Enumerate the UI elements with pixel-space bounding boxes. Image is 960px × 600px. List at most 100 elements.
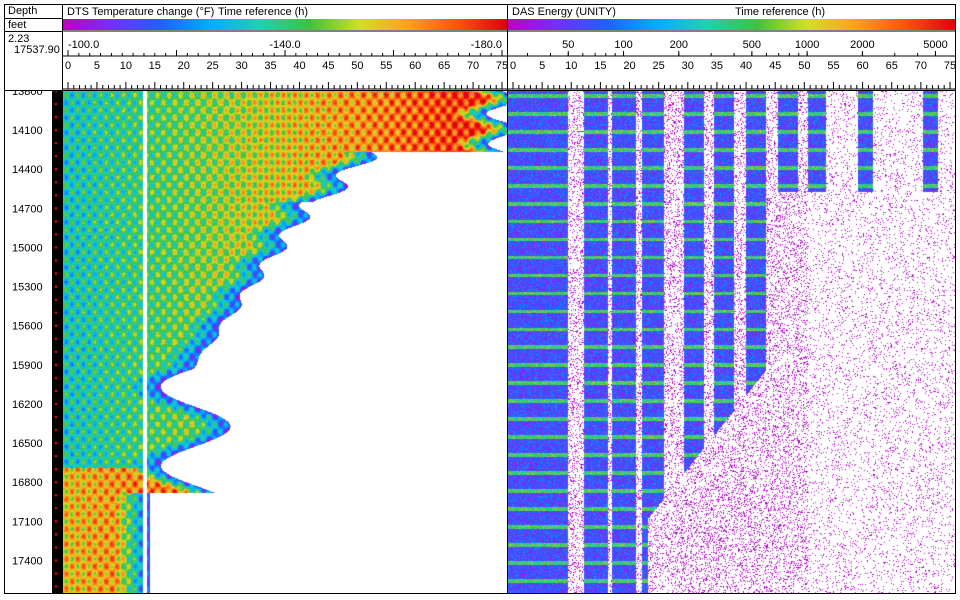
depth-bar — [52, 91, 62, 593]
depth-marker — [54, 376, 58, 380]
colorbar — [508, 19, 955, 30]
depth-tick-label: 15300 — [12, 282, 43, 294]
time-tick-label: 70 — [467, 60, 479, 72]
colorbar-tick-label: -140.0 — [269, 39, 300, 51]
dts-colorbar-label: Time reference (h) — [218, 6, 309, 18]
depth-marker — [54, 441, 58, 445]
colorbar — [63, 19, 507, 30]
depth-tick-label: 16200 — [12, 399, 43, 411]
depth-marker — [54, 272, 58, 275]
time-tick-label: 0 — [510, 60, 516, 72]
colorbar-tick-label: 50 — [562, 39, 574, 51]
time-tick-label: 5 — [94, 60, 100, 72]
time-tick-label: 45 — [769, 60, 781, 72]
depth-tick-label: 15600 — [12, 321, 43, 333]
depth-marker — [54, 559, 58, 562]
colorbar-tick-label: -100.0 — [68, 39, 99, 51]
dts-heatmap — [63, 91, 507, 593]
depth-marker — [54, 102, 58, 106]
depth-tick-label: 16500 — [12, 438, 43, 450]
time-tick-label: 65 — [886, 60, 898, 72]
colorbar-tick-label: 100 — [614, 39, 632, 51]
colorbar-tick-label: -180.0 — [471, 39, 502, 51]
track-divider — [507, 4, 508, 594]
time-tick-label: 40 — [293, 60, 305, 72]
depth-marker — [54, 311, 58, 314]
depth-marker — [54, 546, 58, 549]
log-frame — [4, 4, 956, 594]
time-tick-label: 30 — [235, 60, 247, 72]
depth-track-divider — [62, 4, 63, 594]
dts-scale-header: -100.0 -140.0 -180.0 0 5 10 15 20 25 30 35 40 45 50 55… — [63, 19, 507, 90]
time-tick-label: 50 — [351, 60, 363, 72]
depth-marker — [54, 285, 58, 288]
depth-header-divider-1 — [4, 18, 62, 19]
depth-marker — [54, 128, 58, 132]
depth-marker — [54, 363, 58, 367]
dts-title: DTS Temperature change (°F) — [67, 6, 215, 18]
time-tick-label: 5 — [539, 60, 545, 72]
depth-marker — [54, 454, 58, 458]
depth-marker — [54, 141, 58, 145]
depth-header-divider-2 — [4, 31, 62, 32]
das-title: DAS Energy (UNITY) — [512, 6, 616, 18]
depth-tick-label: 17400 — [12, 555, 43, 567]
time-tick-label: 55 — [827, 60, 839, 72]
depth-marker — [54, 428, 58, 432]
depth-marker — [54, 298, 58, 301]
time-tick-label: 40 — [740, 60, 752, 72]
depth-tick-label: 14100 — [12, 125, 43, 137]
depth-header: Depth — [8, 5, 38, 17]
das-heatmap — [508, 91, 955, 593]
colorbar-tick-label: 2000 — [850, 39, 874, 51]
time-tick-label: 75 — [944, 60, 955, 72]
depth-marker — [54, 167, 58, 171]
depth-marker — [54, 585, 58, 588]
das-colorbar-label: Time reference (h) — [735, 6, 826, 18]
time-tick-label: 35 — [711, 60, 723, 72]
depth-marker — [54, 337, 58, 341]
depth-tick-label: 16800 — [12, 477, 43, 489]
depth-marker — [54, 259, 58, 262]
depth-marker — [54, 324, 58, 328]
time-tick-label: 60 — [409, 60, 421, 72]
depth-marker — [54, 519, 58, 523]
time-tick-label: 30 — [682, 60, 694, 72]
depth-bottom-value: 17537.90 — [14, 44, 60, 56]
time-tick-label: 10 — [565, 60, 577, 72]
time-tick-label: 0 — [65, 60, 71, 72]
depth-marker — [54, 233, 58, 236]
time-tick-label: 70 — [915, 60, 927, 72]
time-tick-label: 50 — [798, 60, 810, 72]
time-tick-label: 15 — [149, 60, 161, 72]
depth-marker — [54, 91, 58, 93]
depth-marker — [54, 154, 58, 158]
depth-tick-label: 14700 — [12, 203, 43, 215]
depth-marker — [54, 389, 58, 393]
time-tick-label: 15 — [594, 60, 606, 72]
das-scale-header: 50 100 200 500 1000 2000 5000 0 5 10 15 20 25 30 35 40 4… — [508, 19, 955, 90]
depth-tick-label: 17100 — [12, 516, 43, 528]
colorbar-tick-label: 200 — [670, 39, 688, 51]
depth-tick-label: 15900 — [12, 360, 43, 372]
depth-marker — [54, 415, 58, 419]
time-tick-label: 25 — [207, 60, 219, 72]
colorbar-tick-label: 5000 — [923, 39, 947, 51]
time-tick-label: 60 — [856, 60, 868, 72]
depth-marker — [54, 572, 58, 575]
time-tick-label: 20 — [623, 60, 635, 72]
time-tick-label: 25 — [653, 60, 665, 72]
time-tick-label: 45 — [322, 60, 334, 72]
time-tick-label: 35 — [264, 60, 276, 72]
depth-tick-label: 15000 — [12, 242, 43, 254]
time-tick-label: 20 — [178, 60, 190, 72]
depth-marker — [54, 402, 58, 406]
depth-marker — [54, 533, 58, 536]
depth-marker — [54, 480, 58, 484]
depth-marker — [54, 180, 58, 184]
depth-marker — [54, 115, 58, 119]
depth-unit: feet — [8, 19, 27, 31]
depth-marker — [54, 194, 58, 197]
time-tick-label: 75 — [496, 60, 507, 72]
depth-scale-value: 2.23 — [8, 33, 30, 45]
